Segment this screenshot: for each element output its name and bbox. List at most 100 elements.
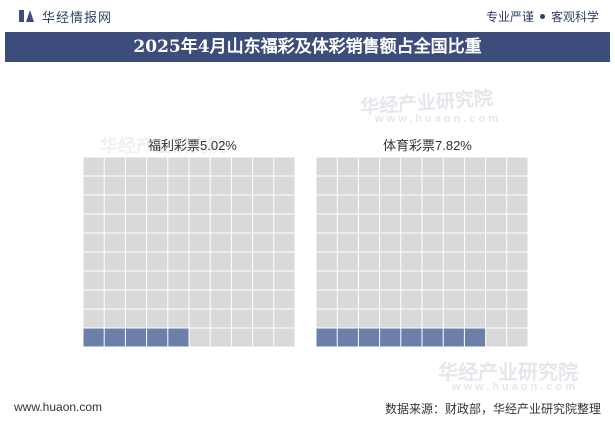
waffle-cell-empty: [507, 328, 528, 347]
waffle-cell-empty: [401, 176, 422, 195]
chart-2-waffle: [316, 157, 528, 347]
waffle-cell-empty: [210, 309, 231, 328]
chart-title: 2025年4月山东福彩及体彩销售额占全国比重: [5, 32, 610, 62]
waffle-cell-empty: [401, 290, 422, 309]
waffle-cell-empty: [401, 157, 422, 176]
watermark-url: www.huaon.com: [452, 381, 578, 393]
waffle-cell-filled: [147, 328, 168, 347]
waffle-cell-empty: [231, 195, 253, 214]
waffle-cell-empty: [210, 271, 231, 290]
waffle-cell-empty: [83, 214, 104, 233]
waffle-cell-empty: [337, 309, 358, 328]
waffle-cell-empty: [104, 290, 125, 309]
waffle-cell-empty: [168, 233, 189, 252]
waffle-cell-empty: [422, 252, 443, 271]
waffle-cell-empty: [189, 271, 210, 290]
tagline-right: 客观科学: [550, 10, 599, 24]
waffle-cell-empty: [422, 271, 443, 290]
waffle-cell-filled: [316, 328, 337, 347]
waffle-cell-empty: [189, 176, 210, 195]
waffle-cell-empty: [83, 176, 104, 195]
waffle-cell-empty: [274, 328, 295, 347]
waffle-cell-empty: [507, 309, 528, 328]
footer-source: 数据来源：财政部，华经产业研究院整理: [384, 402, 601, 416]
waffle-cell-empty: [316, 176, 337, 195]
waffle-cell-empty: [464, 309, 486, 328]
waffle-cell-empty: [507, 176, 528, 195]
waffle-cell-filled: [168, 328, 189, 347]
waffle-cell-empty: [443, 271, 464, 290]
waffle-cell-empty: [274, 195, 295, 214]
waffle-cell-empty: [316, 195, 337, 214]
waffle-cell-empty: [104, 157, 125, 176]
waffle-cell-empty: [253, 290, 274, 309]
waffle-cell-empty: [443, 252, 464, 271]
brand: 华经情报网: [18, 7, 112, 25]
waffle-cell-empty: [422, 157, 443, 176]
waffle-cell-empty: [168, 252, 189, 271]
waffle-cell-empty: [189, 328, 210, 347]
waffle-cell-empty: [253, 214, 274, 233]
waffle-cell-empty: [104, 214, 125, 233]
waffle-cell-empty: [189, 195, 210, 214]
waffle-cell-empty: [464, 290, 486, 309]
waffle-cell-empty: [316, 271, 337, 290]
waffle-cell-empty: [125, 176, 147, 195]
waffle-cell-empty: [189, 214, 210, 233]
waffle-cell-empty: [83, 157, 104, 176]
waffle-cell-empty: [168, 309, 189, 328]
waffle-cell-empty: [147, 233, 168, 252]
waffle-cell-empty: [337, 290, 358, 309]
watermark-url: www.huaon.com: [375, 113, 501, 125]
waffle-cell-filled: [358, 328, 380, 347]
waffle-cell-empty: [231, 290, 253, 309]
waffle-cell-empty: [104, 271, 125, 290]
footer-website: www.huaon.com: [14, 400, 103, 414]
waffle-cell-empty: [486, 214, 507, 233]
waffle-cell-empty: [443, 233, 464, 252]
waffle-cell-empty: [507, 252, 528, 271]
waffle-cell-filled: [337, 328, 358, 347]
waffle-cell-empty: [507, 214, 528, 233]
waffle-cell-empty: [358, 195, 380, 214]
waffle-cell-empty: [464, 271, 486, 290]
waffle-cell-empty: [316, 290, 337, 309]
waffle-cell-empty: [231, 176, 253, 195]
waffle-cell-empty: [125, 309, 147, 328]
waffle-cell-empty: [253, 176, 274, 195]
waffle-cell-empty: [507, 233, 528, 252]
waffle-cell-filled: [443, 328, 464, 347]
waffle-cell-empty: [210, 214, 231, 233]
waffle-cell-empty: [147, 176, 168, 195]
waffle-cell-empty: [125, 233, 147, 252]
waffle-cell-empty: [210, 252, 231, 271]
waffle-cell-empty: [443, 290, 464, 309]
waffle-cell-empty: [83, 271, 104, 290]
waffle-cell-empty: [380, 176, 401, 195]
waffle-cell-empty: [486, 176, 507, 195]
waffle-cell-empty: [274, 309, 295, 328]
waffle-cell-empty: [401, 252, 422, 271]
waffle-cell-empty: [443, 157, 464, 176]
waffle-cell-empty: [189, 290, 210, 309]
waffle-cell-empty: [104, 309, 125, 328]
waffle-cell-empty: [168, 176, 189, 195]
waffle-cell-empty: [422, 214, 443, 233]
waffle-cell-empty: [422, 233, 443, 252]
waffle-cell-empty: [253, 328, 274, 347]
waffle-cell-empty: [125, 290, 147, 309]
waffle-cell-empty: [358, 214, 380, 233]
waffle-cell-empty: [401, 271, 422, 290]
waffle-cell-empty: [147, 214, 168, 233]
waffle-cell-empty: [168, 195, 189, 214]
waffle-cell-empty: [337, 252, 358, 271]
waffle-cell-empty: [358, 233, 380, 252]
waffle-cell-empty: [401, 233, 422, 252]
top-bar: 华经情报网 专业严谨 客观科学: [0, 0, 615, 32]
waffle-cell-empty: [210, 233, 231, 252]
waffle-cell-empty: [83, 309, 104, 328]
waffle-cell-empty: [274, 176, 295, 195]
waffle-cell-empty: [507, 195, 528, 214]
waffle-cell-empty: [147, 309, 168, 328]
waffle-cell-empty: [358, 271, 380, 290]
